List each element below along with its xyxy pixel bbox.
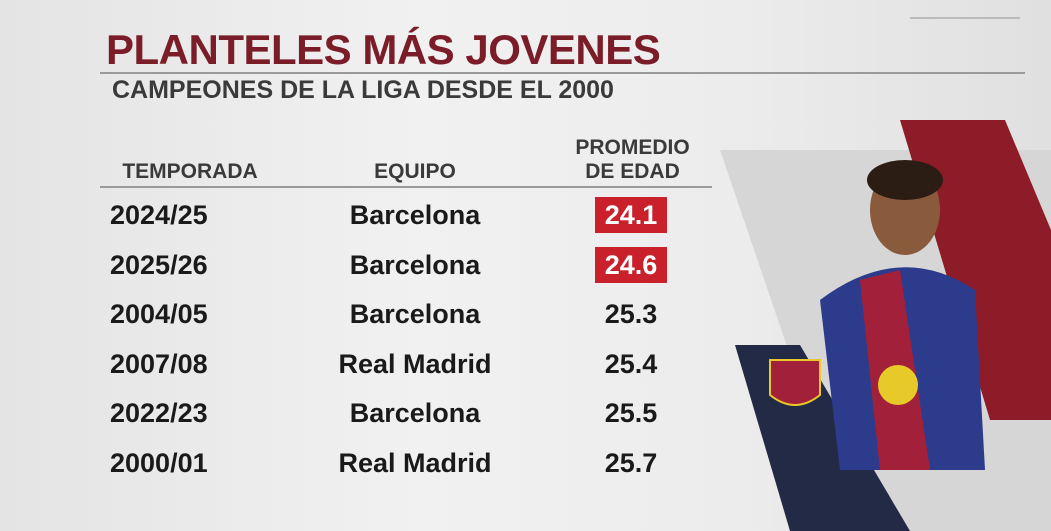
column-header: EQUIPO: [374, 160, 456, 183]
season: 2024/25: [110, 200, 208, 230]
season: 2022/23: [110, 398, 208, 429]
team: Real Madrid: [338, 348, 492, 379]
season: 2025/26: [110, 249, 208, 280]
season: 2004/05: [110, 299, 208, 330]
average-age: 25.3: [604, 299, 658, 330]
column-header: PROMEDIO DE EDAD: [575, 136, 690, 183]
column-header: TEMPORADA: [122, 160, 258, 183]
average-age: 25.4: [604, 348, 658, 379]
team: Barcelona: [349, 299, 481, 330]
average-age: 25.5: [604, 398, 658, 429]
team: Barcelona: [349, 398, 481, 429]
average-age: 24.1: [595, 197, 667, 233]
average-age: 24.6: [595, 246, 667, 283]
team: Barcelona: [349, 249, 481, 280]
average-age: 25.7: [604, 448, 658, 478]
season: 2000/01: [110, 448, 208, 478]
title-rule: [100, 72, 1025, 74]
team: Real Madrid: [338, 448, 492, 478]
subtitle: CAMPEONES DE LA LIGA DESDE EL 2000: [112, 76, 614, 104]
title: PLANTELES MÁS JOVENES: [106, 26, 661, 73]
season: 2007/08: [110, 348, 208, 379]
header-rule: [100, 186, 712, 188]
team: Barcelona: [349, 200, 481, 230]
